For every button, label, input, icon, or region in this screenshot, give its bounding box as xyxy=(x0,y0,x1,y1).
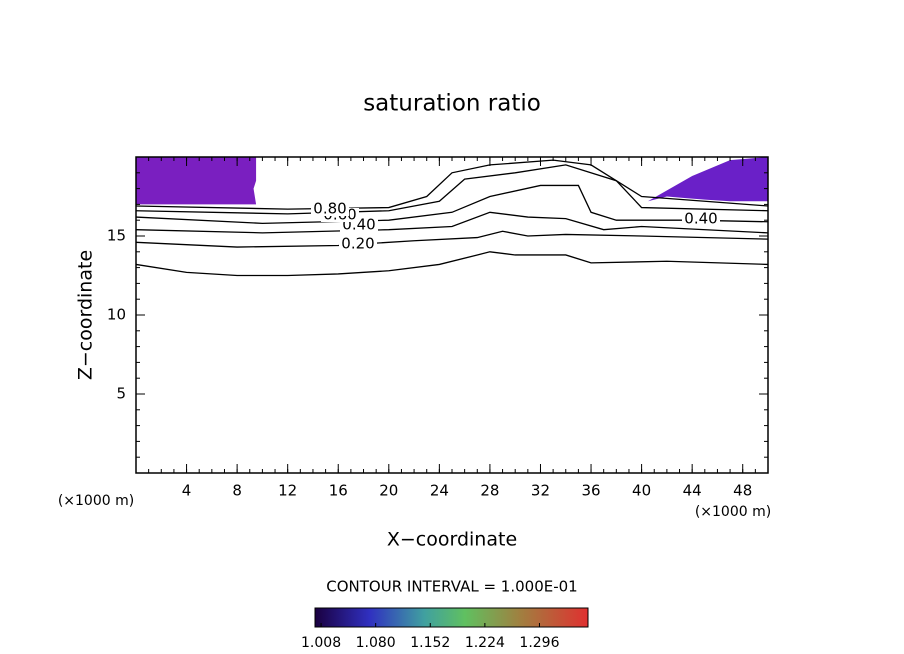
contour-label-bg xyxy=(311,202,349,216)
y-tick-label: 5 xyxy=(116,385,126,403)
x-tick-label: 44 xyxy=(683,482,702,500)
x-tick-label: 4 xyxy=(182,482,192,500)
contour-label-bg xyxy=(682,212,720,226)
x-tick-label: 48 xyxy=(733,482,752,500)
chart-title: saturation ratio xyxy=(363,91,541,117)
contour-line xyxy=(135,251,769,277)
x-tick-label: 28 xyxy=(480,482,499,500)
filled-region xyxy=(136,157,257,205)
x-tick-label: 16 xyxy=(329,482,348,500)
x-tick-label: 40 xyxy=(632,482,651,500)
y-tick-label: 15 xyxy=(107,227,126,245)
colorbar xyxy=(314,607,589,628)
contour-interval: CONTOUR INTERVAL = 1.000E-01 xyxy=(326,578,577,596)
contour-label-bg xyxy=(339,237,377,251)
colorbar-tick-label: 1.296 xyxy=(519,635,559,651)
x-tick-label: 32 xyxy=(531,482,550,500)
colorbar-tick-label: 1.080 xyxy=(356,635,396,651)
colorbar-tick-label: 1.152 xyxy=(410,635,450,651)
contour-label: 0.40 xyxy=(684,210,717,228)
x-axis-label: X−coordinate xyxy=(387,529,517,551)
x-tick-label: 8 xyxy=(232,482,242,500)
colorbar-tick-label: 1.008 xyxy=(301,635,341,651)
y-tick-label: 10 xyxy=(107,306,126,324)
x-unit-label: (×1000 m) xyxy=(58,493,134,509)
y-axis-label: Z−coordinate xyxy=(75,250,97,380)
contour-label: 0.20 xyxy=(341,235,374,253)
colorbar-tick-label: 1.224 xyxy=(465,635,505,651)
x-unit-label: (×1000 m) xyxy=(695,504,771,520)
filled-region xyxy=(647,157,768,202)
x-tick-label: 20 xyxy=(379,482,398,500)
x-tick-label: 36 xyxy=(581,482,600,500)
contour-line xyxy=(135,211,769,234)
contour-label: 0.80 xyxy=(313,200,346,218)
contour-line xyxy=(135,230,769,248)
x-tick-label: 12 xyxy=(278,482,297,500)
x-tick-label: 24 xyxy=(430,482,449,500)
